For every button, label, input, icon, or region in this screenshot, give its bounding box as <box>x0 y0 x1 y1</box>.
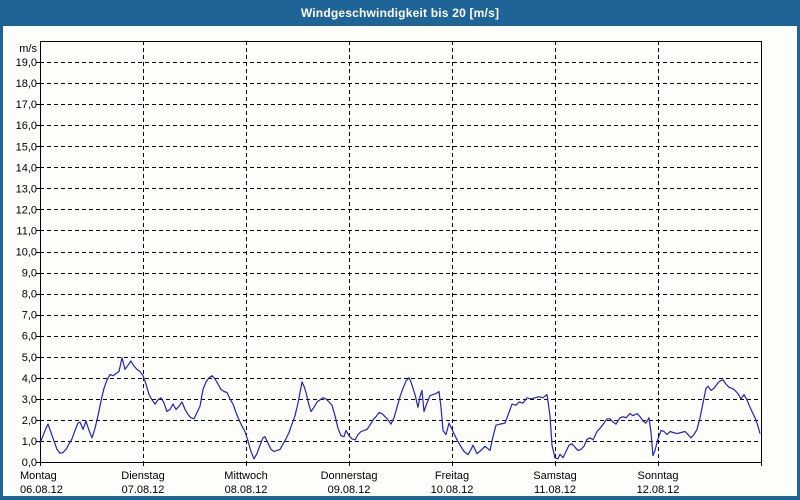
day-name-label: Dienstag <box>121 470 164 482</box>
y-tick-label: 8,0 <box>22 289 37 301</box>
y-tick-label: 1,0 <box>22 436 37 448</box>
y-tick-label: 6,0 <box>22 331 37 343</box>
y-tick-label: 3,0 <box>22 394 37 406</box>
window-border-right <box>797 26 800 500</box>
y-tick-label: 15,0 <box>16 141 37 153</box>
y-tick-label: 7,0 <box>22 310 37 322</box>
wind-speed-line <box>39 357 761 460</box>
day-name-label: Samstag <box>533 470 576 482</box>
day-name-label: Donnerstag <box>321 470 378 482</box>
day-date-label: 11.08.12 <box>534 484 576 496</box>
day-date-label: 12.08.12 <box>637 484 680 496</box>
y-tick-label: 18,0 <box>16 78 37 90</box>
y-tick-label: 0,0 <box>22 457 37 469</box>
day-date-label: 06.08.12 <box>20 484 63 496</box>
y-tick-label: 11,0 <box>16 225 37 237</box>
day-date-label: 09.08.12 <box>328 484 371 496</box>
day-name-label: Freitag <box>435 470 469 482</box>
chart-title: Windgeschwindigkeit bis 20 [m/s] <box>300 6 500 20</box>
y-tick-label: 10,0 <box>16 247 37 259</box>
window-border-bottom <box>0 496 800 500</box>
y-axis-unit-label: m/s <box>19 43 37 55</box>
window-border-left <box>0 26 3 500</box>
y-tick-label: 14,0 <box>16 162 37 174</box>
day-name-label: Sonntag <box>638 470 679 482</box>
day-date-label: 08.08.12 <box>225 484 268 496</box>
day-date-label: 10.08.12 <box>431 484 474 496</box>
y-tick-label: 19,0 <box>16 57 37 69</box>
y-tick-label: 9,0 <box>22 268 37 280</box>
y-tick-label: 2,0 <box>22 415 37 427</box>
day-name-label: Mittwoch <box>224 470 267 482</box>
plot-border <box>40 41 762 463</box>
y-tick-label: 13,0 <box>16 183 37 195</box>
y-tick-label: 17,0 <box>16 99 37 111</box>
y-tick-label: 12,0 <box>16 204 37 216</box>
y-tick-label: 4,0 <box>22 373 37 385</box>
title-bar: Windgeschwindigkeit bis 20 [m/s] <box>0 0 800 26</box>
day-name-label: Montag <box>20 470 57 482</box>
day-date-label: 07.08.12 <box>122 484 165 496</box>
y-tick-label: 16,0 <box>16 120 37 132</box>
y-tick-label: 5,0 <box>22 352 37 364</box>
